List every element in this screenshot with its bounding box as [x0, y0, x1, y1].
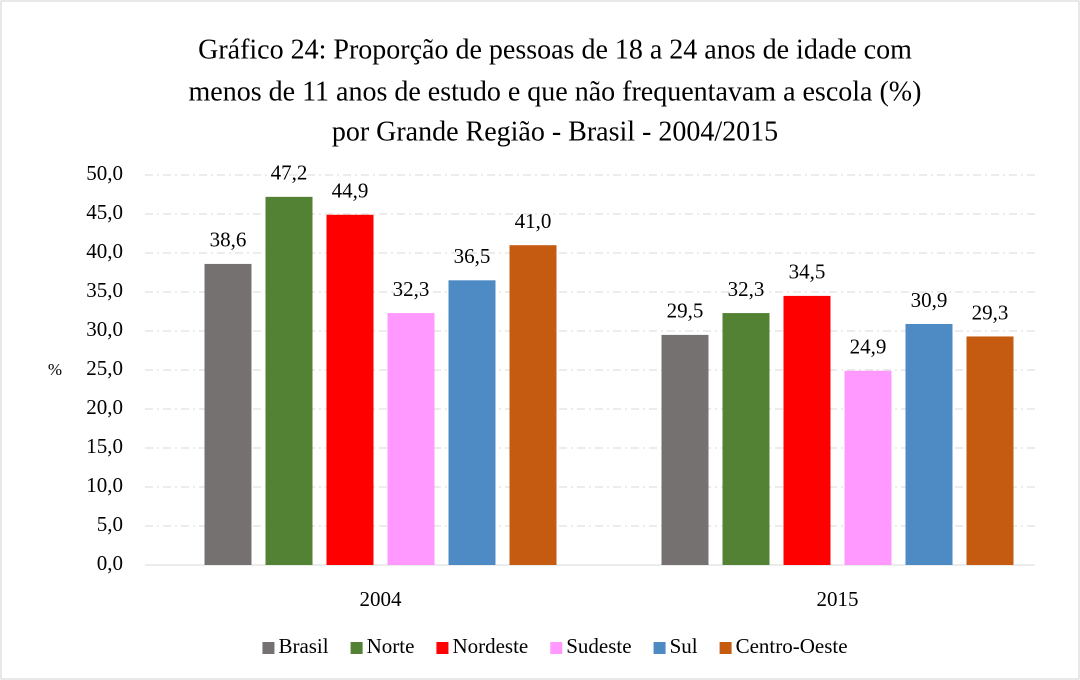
- chart-title: menos de 11 anos de estudo e que não fre…: [189, 76, 922, 107]
- bar: [783, 295, 831, 565]
- legend-swatch: [550, 642, 563, 654]
- legend-swatch: [262, 642, 275, 654]
- y-tick-label: 45,0: [86, 200, 123, 224]
- y-tick-label: 50,0: [86, 161, 123, 185]
- y-tick-label: 10,0: [86, 473, 123, 497]
- bar: [326, 214, 374, 565]
- bar: [722, 313, 770, 565]
- bar: [905, 323, 953, 565]
- data-label: 24,9: [850, 335, 887, 359]
- legend-swatch: [719, 642, 732, 654]
- y-tick-label: 25,0: [86, 356, 123, 380]
- data-label: 36,5: [454, 244, 491, 268]
- y-tick-label: 5,0: [97, 512, 123, 536]
- data-label: 34,5: [789, 260, 826, 284]
- legend-label: Nordeste: [452, 634, 528, 658]
- data-label: 32,3: [393, 277, 430, 301]
- legend-swatch: [653, 642, 666, 654]
- legend-label: Brasil: [278, 634, 328, 658]
- bar: [204, 263, 252, 565]
- data-label: 32,3: [728, 277, 765, 301]
- y-tick-label: 30,0: [86, 317, 123, 341]
- data-label: 30,9: [911, 288, 948, 312]
- legend-label: Sudeste: [566, 634, 631, 658]
- y-axis-label: %: [48, 360, 62, 379]
- bar: [509, 245, 557, 565]
- legend-label: Sul: [670, 634, 698, 658]
- chart-title: por Grande Região - Brasil - 2004/2015: [332, 116, 778, 147]
- bar: [448, 280, 496, 565]
- bar: [265, 196, 313, 565]
- y-tick-label: 0,0: [97, 551, 123, 575]
- legend-swatch: [436, 642, 449, 654]
- x-tick-label: 2004: [360, 587, 403, 611]
- chart-title: Gráfico 24: Proporção de pessoas de 18 a…: [198, 34, 912, 65]
- data-label: 44,9: [332, 179, 369, 203]
- legend-label: Norte: [367, 634, 415, 658]
- y-tick-label: 15,0: [86, 434, 123, 458]
- legend-label: Centro-Oeste: [736, 634, 848, 658]
- x-tick-label: 2015: [817, 587, 859, 611]
- data-label: 38,6: [210, 228, 247, 252]
- data-label: 29,5: [667, 299, 704, 323]
- y-tick-label: 20,0: [86, 395, 123, 419]
- data-label: 29,3: [972, 300, 1009, 324]
- legend-swatch: [350, 642, 363, 654]
- bar: [661, 334, 709, 565]
- data-label: 41,0: [515, 209, 552, 233]
- y-tick-label: 40,0: [86, 239, 123, 263]
- data-label: 47,2: [271, 161, 308, 185]
- bar: [844, 370, 892, 565]
- y-tick-label: 35,0: [86, 278, 123, 302]
- bar: [966, 336, 1014, 565]
- bar: [387, 313, 435, 565]
